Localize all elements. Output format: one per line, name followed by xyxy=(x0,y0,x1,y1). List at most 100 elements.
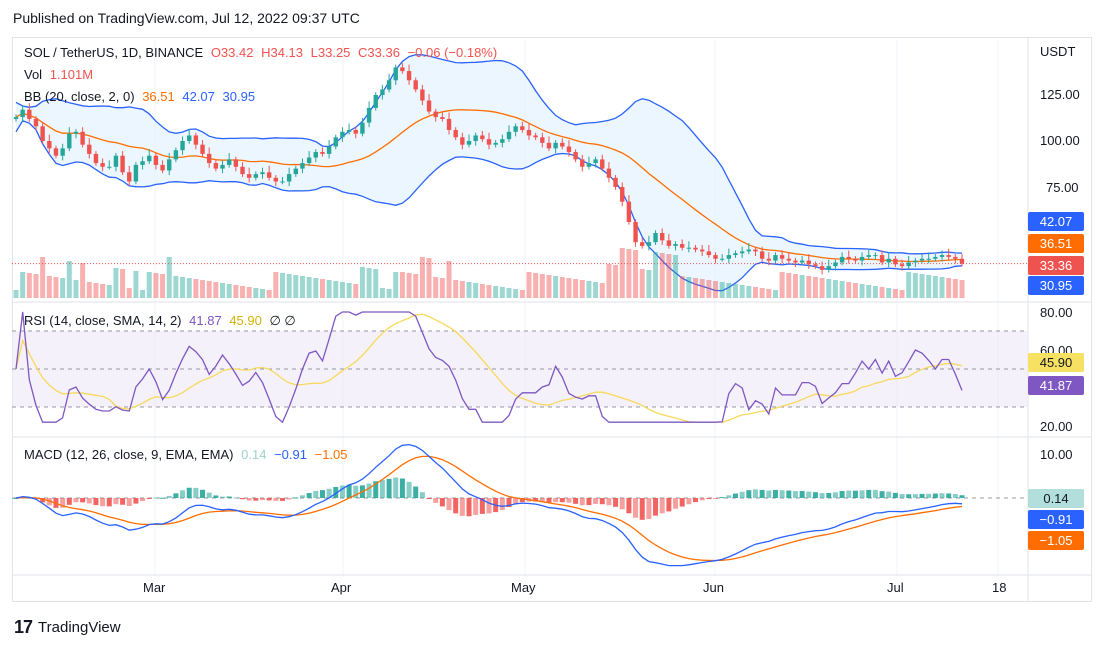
volume-bar xyxy=(160,274,166,298)
rsi-legend[interactable]: RSI (14, close, SMA, 14, 2) 41.87 45.90 … xyxy=(24,313,300,329)
bb-label: BB (20, close, 2, 0) xyxy=(24,89,135,104)
volume-bar xyxy=(493,286,499,298)
candle-body xyxy=(446,118,452,130)
macd-hist-bar xyxy=(919,493,925,498)
rsi-extra: ∅ ∅ xyxy=(269,313,296,328)
last-price-badge: 33.36 xyxy=(1028,256,1084,275)
macd-hist-bar xyxy=(233,497,239,499)
candle-body xyxy=(713,255,718,259)
macd-hist-bar xyxy=(120,498,126,505)
candle-body xyxy=(413,80,418,90)
macd-hist-bar xyxy=(146,498,152,499)
volume-bar xyxy=(912,273,918,298)
candle-body xyxy=(886,258,891,263)
macd-hist-bar xyxy=(133,498,139,504)
macd-hist-bar xyxy=(879,491,885,498)
volume-bar xyxy=(653,252,659,298)
macd-hist-bar xyxy=(246,498,252,501)
candle-body xyxy=(679,244,685,248)
candle-body xyxy=(120,155,125,173)
macd-hist-bar xyxy=(952,494,958,498)
volume-bar xyxy=(513,289,519,298)
volume-bar xyxy=(186,278,192,298)
rsi-label: RSI (14, close, SMA, 14, 2) xyxy=(24,313,182,328)
macd-hist-bar xyxy=(93,498,99,506)
candle-body xyxy=(140,161,145,165)
volume-bar xyxy=(812,277,818,298)
volume-bar xyxy=(626,249,632,298)
tradingview-logo-icon: 17 xyxy=(14,617,33,637)
ohlc-open: O33.42 xyxy=(210,45,254,60)
macd-hist-bar xyxy=(333,486,339,498)
macd-hist-bar xyxy=(446,498,452,511)
candle-body xyxy=(360,122,365,134)
macd-hist-bar xyxy=(419,492,425,498)
macd-hist-bar xyxy=(393,477,399,498)
macd-legend[interactable]: MACD (12, 26, close, 9, EMA, EMA) 0.14 −… xyxy=(24,447,352,462)
symbol-name: SOL / TetherUS, 1D, BINANCE xyxy=(24,45,204,60)
volume-bar xyxy=(546,275,552,298)
volume-bar xyxy=(806,276,812,298)
macd-hist-bar xyxy=(220,496,226,498)
macd-hist-bar xyxy=(779,490,785,498)
candle-body xyxy=(586,163,592,167)
macd-hist-bar xyxy=(279,498,285,501)
volume-bar xyxy=(193,279,199,298)
macd-hist-bar xyxy=(786,490,792,498)
bb-lower-badge: 30.95 xyxy=(1028,276,1084,295)
volume-bar xyxy=(206,281,212,298)
candle-body xyxy=(653,233,658,243)
macd-hist-bar xyxy=(473,498,479,515)
candle-body xyxy=(280,181,285,183)
candle-body xyxy=(406,71,412,81)
volume-bar xyxy=(33,274,39,298)
symbol-legend[interactable]: SOL / TetherUS, 1D, BINANCE O33.42 H34.1… xyxy=(24,45,501,60)
macd-hist-bar xyxy=(486,498,492,514)
macd-hist-bar xyxy=(912,494,918,498)
volume-bar xyxy=(286,274,292,298)
macd-hist-bar xyxy=(213,495,219,498)
volume-bar xyxy=(366,268,372,298)
volume-bar xyxy=(153,273,159,298)
candle-body xyxy=(180,141,185,151)
volume-bar xyxy=(946,278,952,298)
volume-legend[interactable]: Vol 1.101M xyxy=(24,67,97,82)
volume-bar xyxy=(619,248,625,298)
candle-body xyxy=(173,150,179,160)
volume-bar xyxy=(886,288,892,298)
macd-hist-bar xyxy=(626,498,632,514)
footer[interactable]: 17 TradingView xyxy=(14,617,121,638)
macd-hist-bar xyxy=(106,498,112,507)
candle-body xyxy=(260,172,265,175)
candle-body xyxy=(220,164,225,169)
candle-body xyxy=(939,255,945,257)
candle-body xyxy=(486,139,492,145)
candle-body xyxy=(833,262,838,267)
candle-body xyxy=(759,251,765,259)
macd-hist-bar xyxy=(593,498,599,504)
volume-bar xyxy=(259,289,265,298)
macd-hist-bar xyxy=(559,498,565,503)
candle-body xyxy=(333,137,338,147)
candle-body xyxy=(866,255,871,257)
macd-hist-bar xyxy=(746,490,752,498)
macd-hist-bar xyxy=(713,498,719,499)
volume-bar xyxy=(739,285,745,298)
volume-bar xyxy=(40,257,46,298)
macd-hist-bar xyxy=(566,498,572,503)
candle-body xyxy=(493,142,498,145)
macd-hist-bar xyxy=(433,498,439,503)
price-tick: 75.00 xyxy=(1046,180,1079,195)
volume-bar xyxy=(519,290,525,298)
candle-body xyxy=(480,135,485,140)
bb-legend[interactable]: BB (20, close, 2, 0) 36.51 42.07 30.95 xyxy=(24,89,259,104)
macd-signal-value: −1.05 xyxy=(314,447,348,462)
candle-body xyxy=(187,135,192,141)
volume-bar xyxy=(792,274,798,298)
candle-body xyxy=(746,249,752,252)
candle-body xyxy=(726,255,732,259)
macd-hist-bar xyxy=(686,498,692,505)
macd-hist-bar xyxy=(506,498,512,508)
candle-body xyxy=(473,135,478,141)
